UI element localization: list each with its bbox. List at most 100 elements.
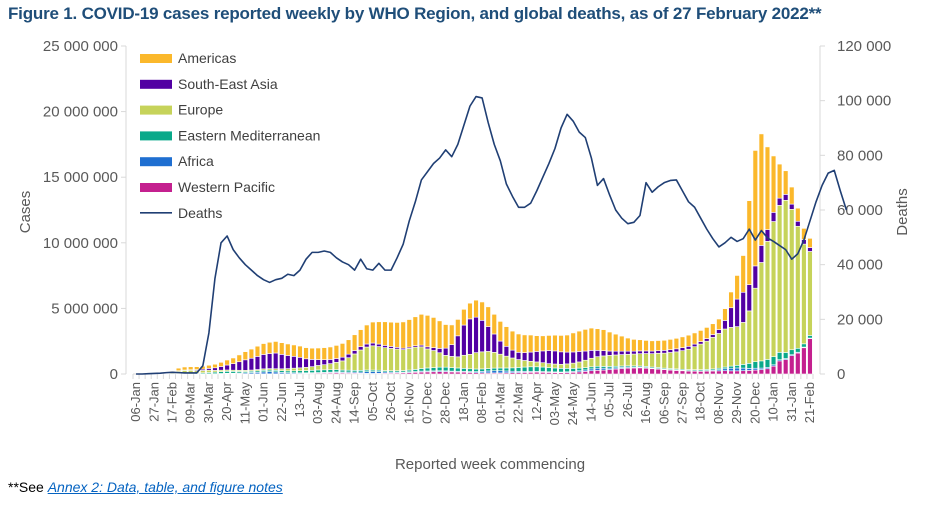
bar-south-east-asia — [515, 352, 522, 360]
bar-eastern-mediterranean — [801, 343, 807, 348]
bar-europe — [679, 350, 686, 370]
bar-europe — [783, 199, 789, 353]
bar-western-pacific — [716, 370, 722, 375]
bar-americas — [242, 351, 248, 361]
bar-eastern-mediterranean — [485, 368, 491, 372]
bar-americas — [722, 308, 728, 321]
bar-europe — [570, 362, 576, 369]
bar-europe — [698, 343, 704, 370]
bar-americas — [764, 146, 771, 230]
bar-western-pacific — [594, 370, 601, 375]
y2-tick-label: 40 000 — [837, 257, 883, 274]
y-tick-label: 20 000 000 — [43, 104, 118, 121]
bar-europe — [309, 366, 315, 371]
bar-americas — [564, 334, 570, 353]
bar-americas — [588, 327, 595, 351]
bar-western-pacific — [661, 369, 667, 375]
bar-eastern-mediterranean — [746, 363, 752, 369]
bar-eastern-mediterranean — [436, 366, 443, 372]
bar-americas — [625, 337, 631, 352]
bar-south-east-asia — [558, 351, 564, 365]
bar-eastern-mediterranean — [734, 365, 740, 369]
bar-eastern-mediterranean — [297, 370, 303, 374]
bar-south-east-asia — [758, 245, 765, 263]
bar-americas — [673, 338, 680, 350]
bar-south-east-asia — [260, 354, 267, 370]
bar-americas — [606, 331, 613, 352]
bar-western-pacific — [619, 368, 625, 375]
bar-south-east-asia — [716, 329, 722, 334]
x-tick-label: 31-Jan — [784, 382, 799, 422]
bar-eastern-mediterranean — [418, 368, 425, 372]
bar-western-pacific — [746, 370, 752, 375]
bar-europe — [734, 326, 740, 366]
bar-eastern-mediterranean — [443, 366, 449, 372]
legend-label: Europe — [178, 102, 223, 118]
legend-label: Deaths — [178, 205, 222, 221]
x-tick-label: 18-Oct — [693, 382, 708, 421]
bar-americas — [752, 150, 758, 267]
bar-europe — [534, 361, 540, 368]
x-tick-label: 20-Dec — [747, 382, 762, 424]
bar-americas — [740, 255, 746, 293]
bar-americas — [406, 319, 412, 348]
bar-south-east-asia — [637, 350, 643, 354]
bar-south-east-asia — [321, 359, 327, 365]
legend-swatch-south-east-asia — [140, 79, 172, 89]
x-tick-label: 26-Jul — [620, 382, 635, 418]
bar-south-east-asia — [521, 352, 528, 361]
bar-south-east-asia — [467, 318, 473, 355]
bar-eastern-mediterranean — [327, 369, 333, 373]
bar-americas — [175, 367, 182, 372]
bar-americas — [260, 343, 267, 355]
bar-eastern-mediterranean — [770, 356, 777, 366]
bar-americas — [188, 366, 194, 371]
bar-south-east-asia — [685, 346, 692, 350]
bar-eastern-mediterranean — [534, 366, 540, 372]
bar-eastern-mediterranean — [430, 367, 437, 372]
bar-eastern-mediterranean — [455, 367, 461, 372]
bar-europe — [685, 348, 692, 370]
bar-south-east-asia — [254, 356, 261, 370]
bar-americas — [194, 366, 200, 370]
bar-europe — [285, 368, 291, 372]
bar-western-pacific — [637, 367, 643, 375]
bar-africa — [491, 370, 497, 374]
bar-europe — [200, 370, 206, 374]
annex-link[interactable]: Annex 2: Data, table, and figure notes — [47, 479, 283, 495]
bar-americas — [455, 319, 461, 337]
bar-south-east-asia — [740, 291, 746, 323]
bar-south-east-asia — [309, 359, 315, 367]
bar-europe — [716, 333, 722, 369]
bar-europe — [728, 327, 734, 367]
bar-eastern-mediterranean — [740, 364, 746, 369]
bar-south-east-asia — [485, 326, 491, 352]
bar-africa — [734, 367, 740, 372]
x-tick-label: 13-Jul — [292, 382, 307, 418]
x-tick-label: 20-Apr — [219, 381, 234, 421]
bar-western-pacific — [776, 360, 783, 375]
bar-south-east-asia — [218, 366, 224, 371]
bar-americas — [534, 335, 540, 352]
bar-americas — [430, 317, 437, 348]
legend-swatch-western-pacific — [140, 183, 172, 192]
bar-eastern-mediterranean — [473, 368, 479, 372]
x-tick-label: 09-Mar — [183, 381, 198, 423]
bar-south-east-asia — [491, 333, 497, 353]
bar-americas — [667, 339, 673, 350]
bar-south-east-asia — [691, 343, 698, 348]
bar-africa — [594, 367, 601, 371]
bar-americas — [303, 347, 309, 360]
bar-south-east-asia — [534, 351, 540, 363]
y2-tick-label: 60 000 — [837, 202, 883, 219]
bar-americas — [206, 364, 212, 369]
x-tick-label: 30-Mar — [201, 381, 216, 423]
bar-americas — [691, 332, 698, 345]
bar-europe — [691, 346, 698, 370]
bar-south-east-asia — [606, 350, 613, 356]
bar-europe — [552, 363, 558, 369]
bar-eastern-mediterranean — [515, 367, 522, 372]
bar-americas — [449, 324, 455, 345]
bar-europe — [661, 352, 667, 369]
bar-south-east-asia — [613, 350, 619, 356]
